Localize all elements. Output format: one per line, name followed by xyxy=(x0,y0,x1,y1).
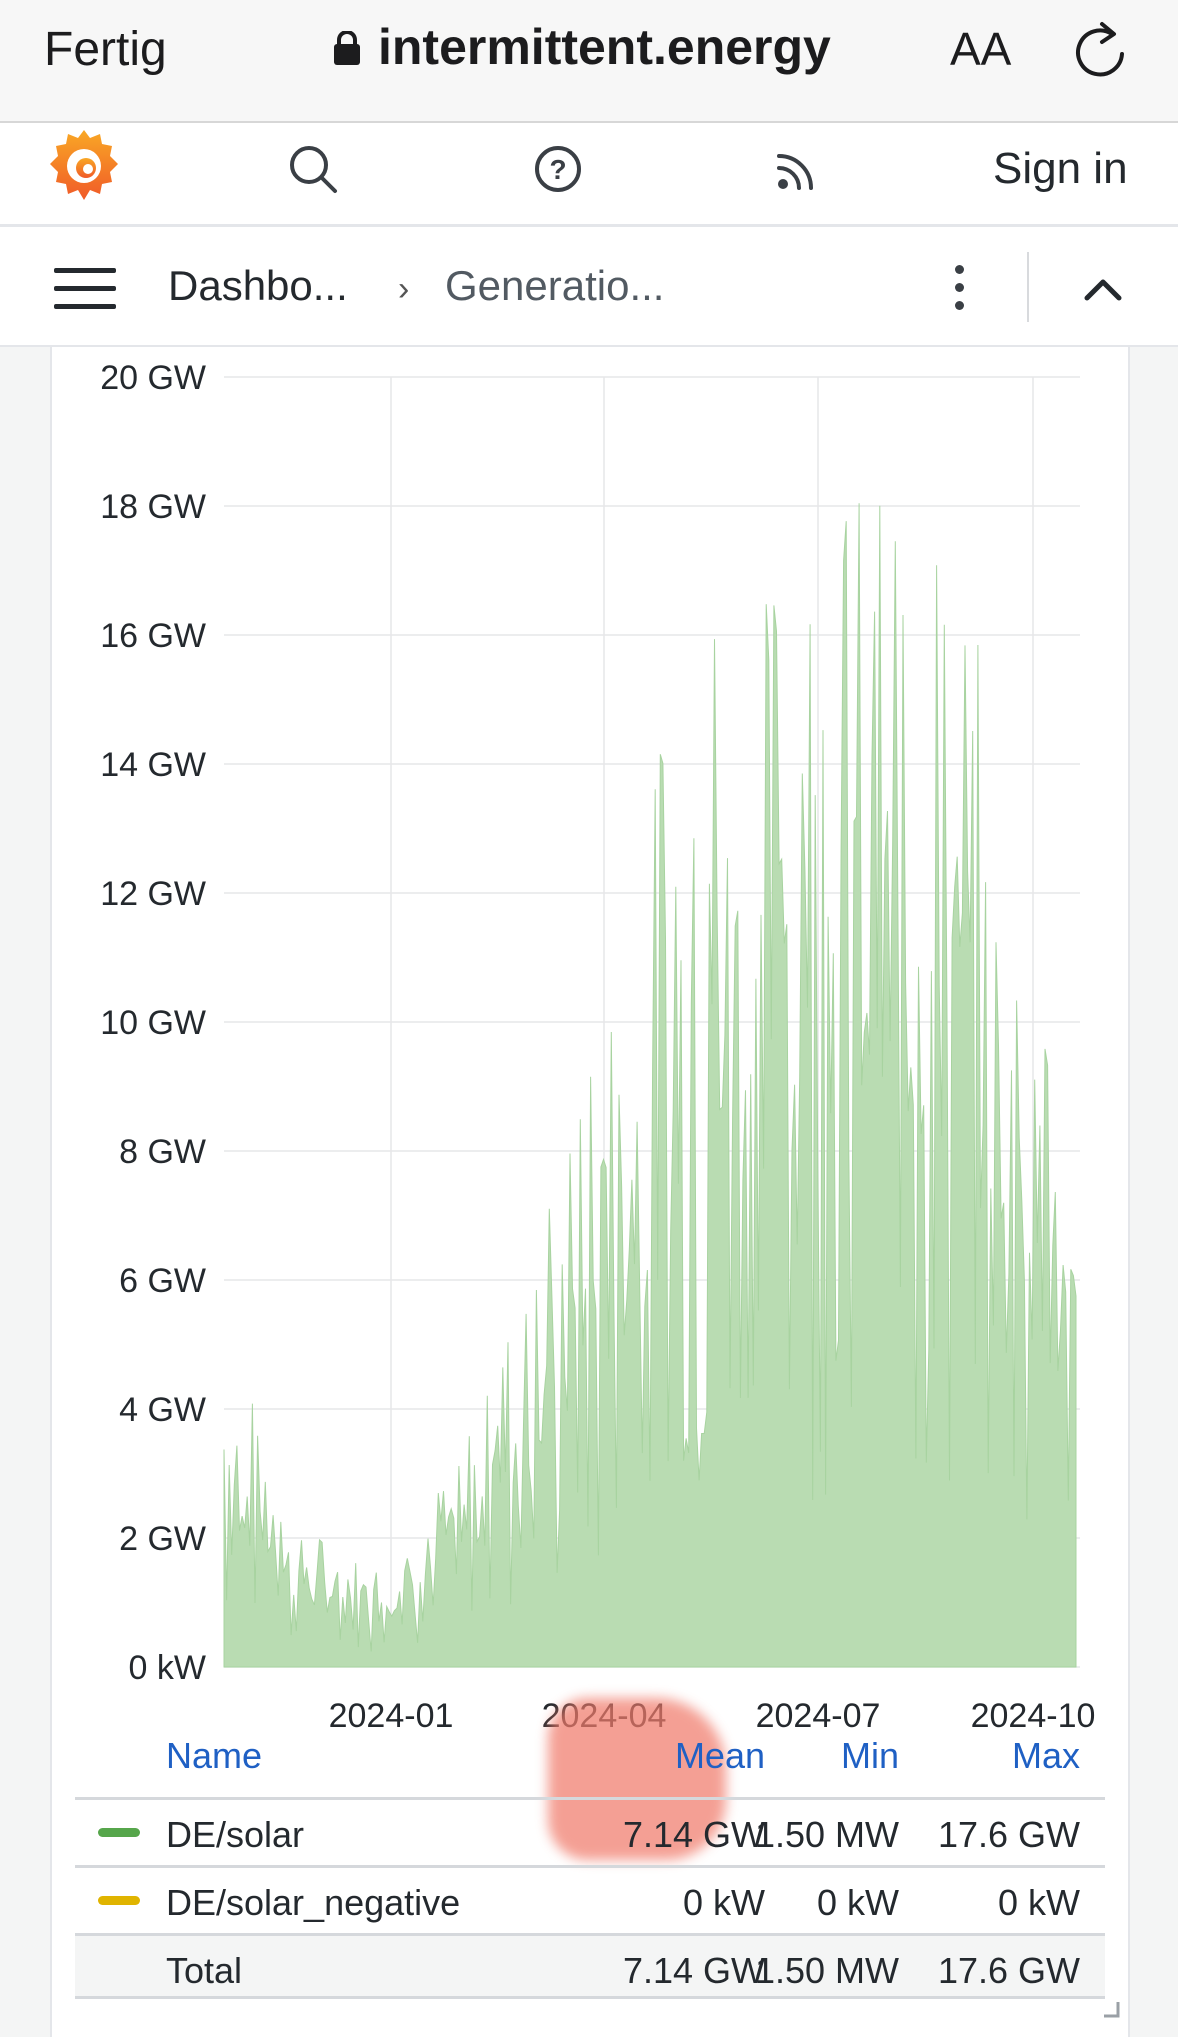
legend-row[interactable]: DE/solar 7.14 GW 1.50 MW 17.6 GW xyxy=(75,1797,1105,1863)
series-area-de-solar xyxy=(223,503,1077,1668)
series-color-swatch xyxy=(98,1828,140,1837)
series-color-swatch xyxy=(98,1896,140,1905)
x-tick-label: 2024-10 xyxy=(971,1697,1096,1735)
text-size-label: AA xyxy=(950,23,1012,75)
y-tick-label: 12 GW xyxy=(100,875,206,913)
total-mean: 7.14 GW xyxy=(622,1950,765,1991)
y-tick-label: 2 GW xyxy=(119,1520,206,1558)
legend-header-mean[interactable]: Mean xyxy=(674,1735,765,1776)
legend-header-max[interactable]: Max xyxy=(1011,1735,1080,1776)
menu-icon[interactable] xyxy=(54,268,116,322)
y-tick-label: 20 GW xyxy=(100,359,206,397)
highlight-annotation xyxy=(548,1698,726,1860)
chevron-up-icon[interactable] xyxy=(1083,276,1123,307)
solar-generation-chart[interactable]: 0 kW 2 GW 4 GW 6 GW 8 GW 10 GW 12 GW 14 GW 16 GW… xyxy=(0,347,1178,1737)
series-min: 0 kW xyxy=(816,1882,899,1923)
series-mean: 0 kW xyxy=(682,1882,765,1923)
series-max: 17.6 GW xyxy=(937,1814,1080,1855)
grafana-top-nav xyxy=(0,123,1178,227)
text-size-button[interactable]: AA xyxy=(950,22,1011,76)
total-label: Total xyxy=(166,1950,243,1991)
more-options-icon[interactable] xyxy=(955,265,964,319)
grafana-logo-icon[interactable] xyxy=(48,128,120,209)
series-mean: 7.14 GW xyxy=(622,1814,765,1855)
series-max: 0 kW xyxy=(997,1882,1080,1923)
y-tick-label: 4 GW xyxy=(119,1391,206,1429)
address-bar[interactable]: intermittent.energy xyxy=(334,18,831,76)
breadcrumb-bar xyxy=(0,227,1178,347)
help-icon[interactable]: ? xyxy=(533,144,583,199)
y-tick-label: 10 GW xyxy=(100,1004,206,1042)
y-tick-label: 18 GW xyxy=(100,488,206,526)
series-name: DE/solar xyxy=(166,1814,305,1855)
done-button[interactable]: Fertig xyxy=(44,23,167,76)
legend-header-min[interactable]: Min xyxy=(840,1735,899,1776)
lock-icon xyxy=(334,31,360,65)
legend-row[interactable]: DE/solar_negative 0 kW 0 kW 0 kW xyxy=(75,1865,1105,1931)
search-icon[interactable] xyxy=(288,144,338,199)
series-min: 1.50 MW xyxy=(754,1814,899,1855)
legend-total-row: Total 7.14 GW 1.50 MW 17.6 GW xyxy=(75,1933,1105,1999)
x-tick-label: 2024-07 xyxy=(756,1697,881,1735)
legend-header-name[interactable]: Name xyxy=(166,1735,263,1776)
url-text: intermittent.energy xyxy=(378,19,831,75)
y-tick-label: 0 kW xyxy=(129,1649,206,1687)
breadcrumb-separator: › xyxy=(398,270,410,308)
total-min: 1.50 MW xyxy=(754,1950,899,1991)
sign-in-link[interactable]: Sign in xyxy=(993,144,1128,193)
toolbar-divider xyxy=(1027,252,1029,322)
browser-toolbar xyxy=(0,0,1178,123)
y-tick-label: 8 GW xyxy=(119,1133,206,1171)
total-max: 17.6 GW xyxy=(937,1950,1080,1991)
y-tick-label: 16 GW xyxy=(100,617,206,655)
reload-icon[interactable] xyxy=(1072,20,1128,85)
rss-icon[interactable] xyxy=(775,146,821,197)
series-name: DE/solar_negative xyxy=(166,1882,461,1923)
y-tick-label: 14 GW xyxy=(100,746,206,784)
breadcrumb-current[interactable]: Generatio... xyxy=(445,262,665,309)
resize-handle-icon[interactable] xyxy=(1102,2000,1120,2023)
x-tick-label: 2024-01 xyxy=(329,1697,454,1735)
svg-text:?: ? xyxy=(549,154,566,185)
breadcrumb-dashboards[interactable]: Dashbo... xyxy=(168,262,348,309)
y-tick-label: 6 GW xyxy=(119,1262,206,1300)
